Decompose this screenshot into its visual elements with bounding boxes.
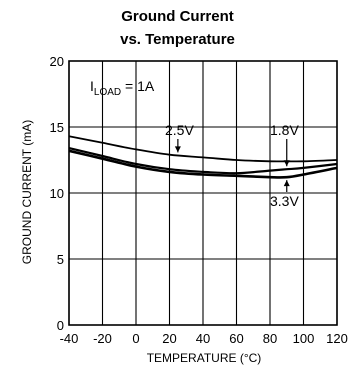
chart-title-line1: Ground Current [121,8,234,25]
y-tick-label: 5 [57,252,64,267]
annotation-2-5v: 2.5V [165,122,194,138]
y-tick-label: 20 [50,54,64,69]
x-tick-label: 120 [326,331,348,346]
annotation-1-8v: 1.8V [270,122,299,138]
annotation-arrowhead [283,160,290,167]
x-tick-label: 20 [162,331,176,346]
x-tick-label: 0 [132,331,139,346]
y-tick-labels: 0 5 10 15 20 [50,54,64,333]
x-tick-label: 60 [229,331,243,346]
annotation-arrowhead [283,180,290,187]
chart-title-line2: vs. Temperature [120,31,235,48]
load-condition-subscript: LOAD [94,87,121,98]
series-line-2-5v [68,135,338,163]
plot-frame [68,60,338,326]
x-tick-label: -40 [60,331,79,346]
x-tick-label: 80 [263,331,277,346]
y-tick-label: 10 [50,186,64,201]
x-tick-labels: -40 -20 0 20 40 60 80 100 120 [60,331,348,346]
x-tick-label: 40 [196,331,210,346]
load-condition-label: ILOAD = 1A [90,78,155,98]
y-tick-label: 15 [50,120,64,135]
y-tick-label: 0 [57,318,64,333]
series-line-1-8v [68,147,338,175]
annotation-3-3v: 3.3V [270,193,299,209]
series-annotations: 2.5V 1.8V 3.3V [165,122,299,209]
load-condition-value: = 1A [121,78,155,94]
series-line-3-3v [68,149,338,179]
load-condition: ILOAD = 1A [90,78,155,98]
series-curves [68,135,338,179]
x-tick-label: -20 [93,331,112,346]
annotation-arrowhead [174,146,181,153]
x-axis-label: TEMPERATURE (°C) [146,351,262,365]
x-tick-label: 100 [293,331,315,346]
load-condition-symbol: I [90,78,94,94]
